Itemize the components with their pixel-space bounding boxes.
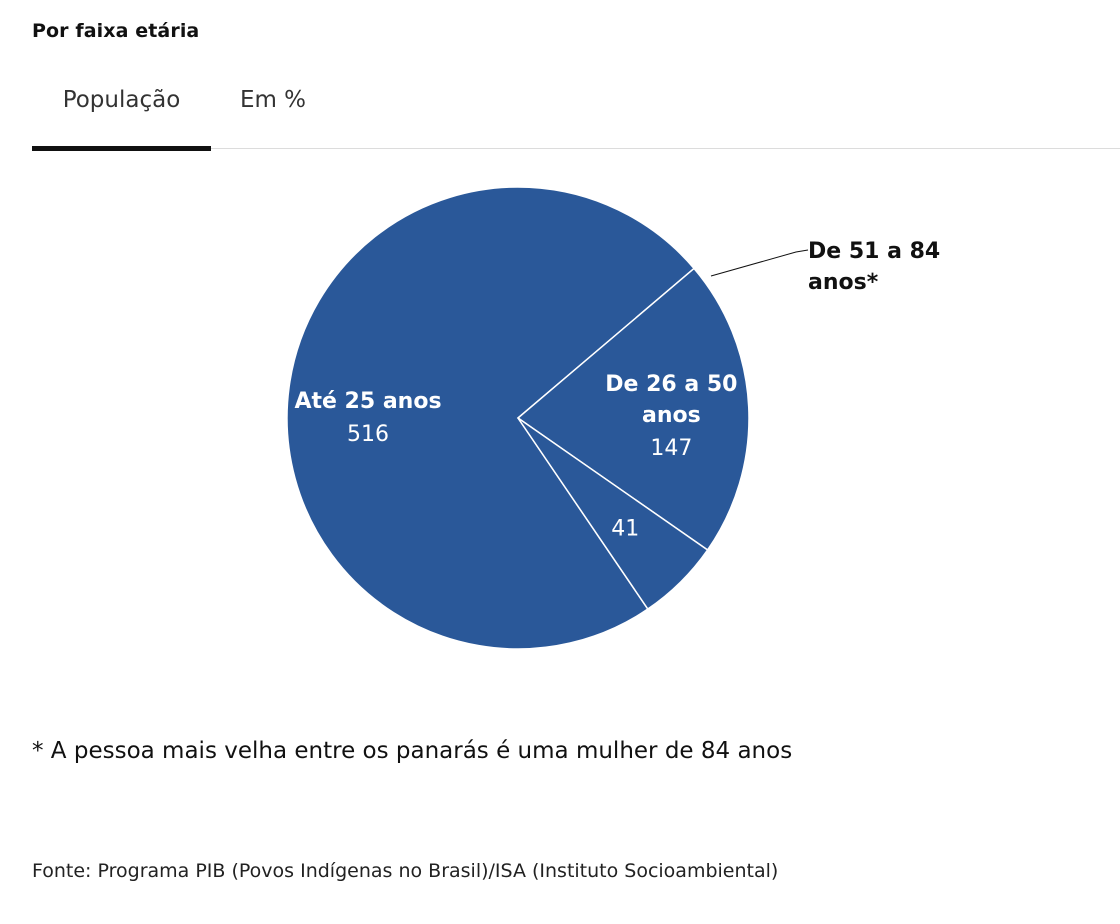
slice-value-2: 41	[611, 516, 639, 541]
tab-percentual[interactable]: Em %	[239, 87, 307, 113]
leader-line	[710, 249, 809, 277]
pie-chart: Até 25 anos 516 De 26 a 50 anos 147 41 De 51 a…	[286, 186, 940, 650]
pie-slice-2	[517, 417, 709, 611]
slice-label-2-line-1: anos*	[808, 270, 879, 295]
pie-slice-1	[516, 267, 750, 551]
slice-label-0-line-0: Até 25 anos	[294, 389, 441, 414]
source-text: Fonte: Programa PIB (Povos Indígenas no …	[32, 860, 779, 882]
slice-value-1: 147	[650, 436, 692, 461]
footnote: * A pessoa mais velha entre os panarás é…	[32, 738, 793, 764]
slice-label-1-line-0: De 26 a 50	[605, 372, 737, 397]
slice-label-2-line-0: De 51 a 84	[808, 239, 940, 264]
slice-label-1-line-1: anos	[642, 403, 701, 428]
slice-value-0: 516	[347, 422, 389, 447]
tab-bar: População Em %	[32, 70, 1120, 151]
tab-populacao[interactable]: População	[32, 70, 211, 151]
chart-title: Por faixa etária	[32, 20, 200, 42]
pie-slice-0	[286, 186, 696, 650]
